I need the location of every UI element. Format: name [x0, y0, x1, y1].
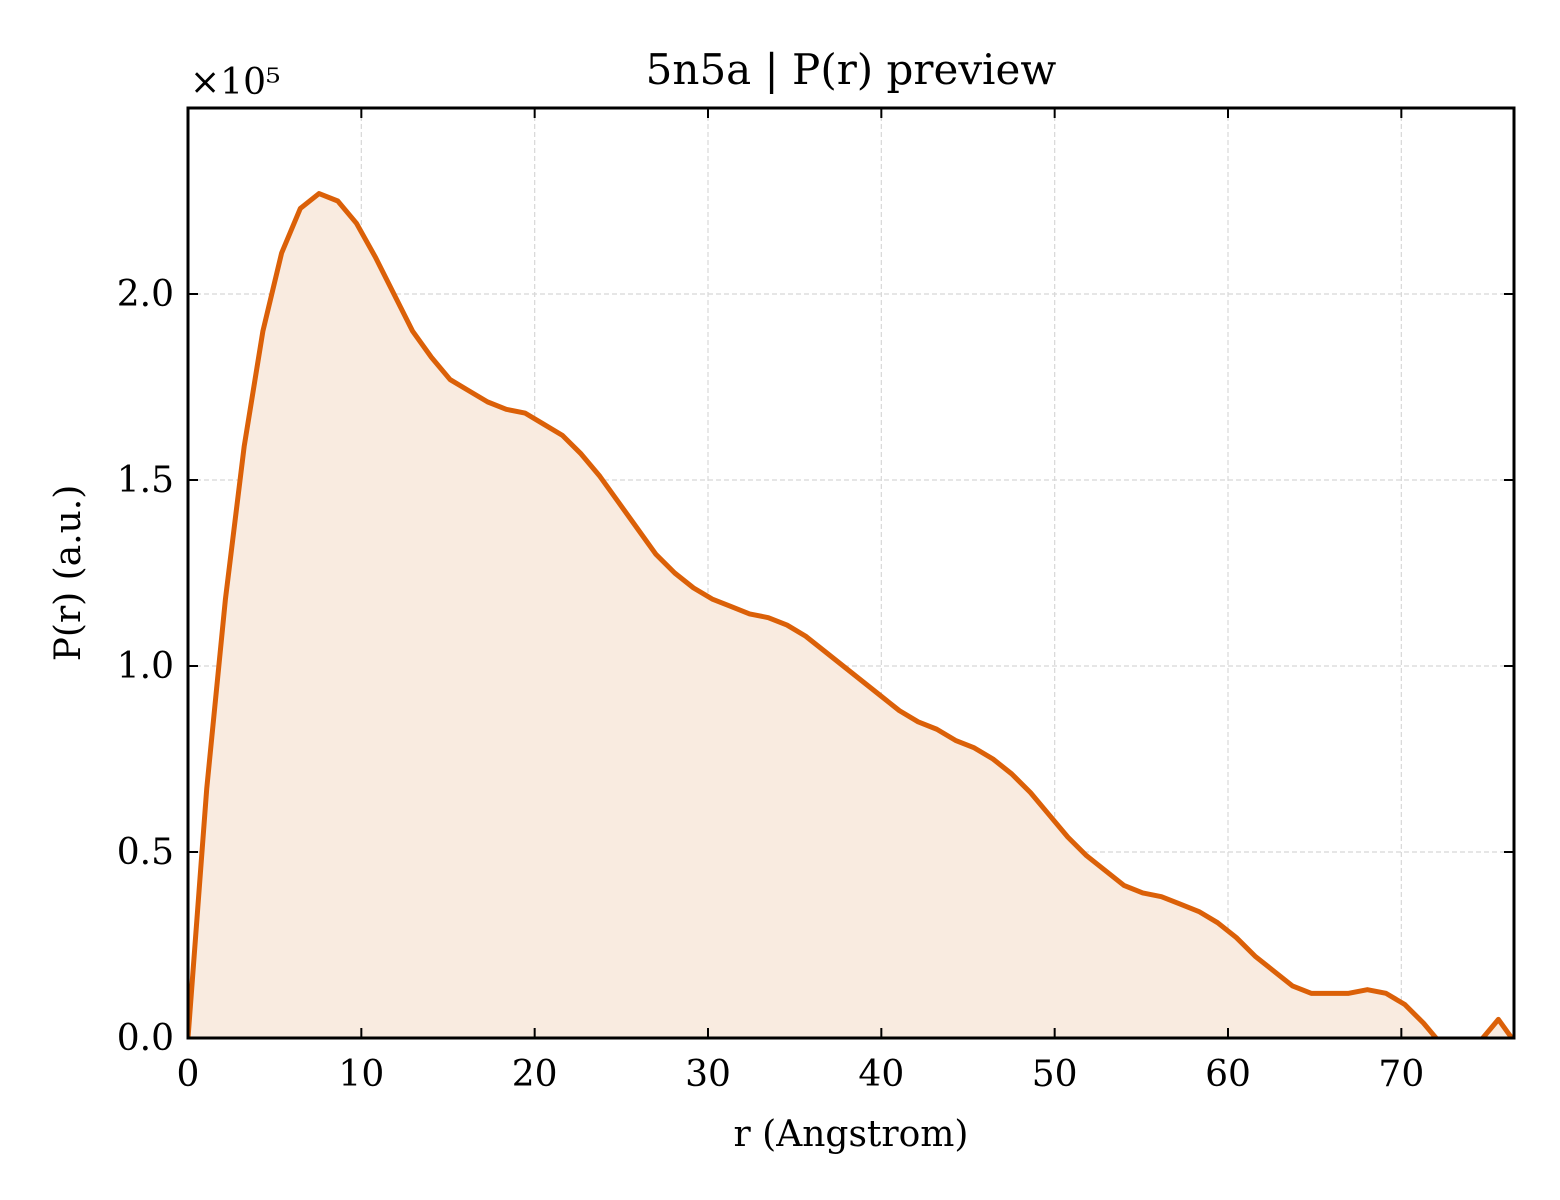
- y-tick-label: 0.0: [117, 1018, 174, 1059]
- y-tick-label: 1.5: [117, 460, 174, 501]
- y-axis-label: P(r) (a.u.): [48, 485, 89, 662]
- x-tick-label: 20: [512, 1054, 558, 1095]
- chart-title: 5n5a | P(r) preview: [646, 45, 1057, 94]
- axes-frame: [186, 106, 1516, 1040]
- x-axis-label: r (Angstrom): [734, 1114, 969, 1155]
- y-tick-label: 0.5: [117, 832, 174, 873]
- x-tick-label: 60: [1205, 1054, 1251, 1095]
- x-tick-label: 10: [338, 1054, 384, 1095]
- y-tick-label: 2.0: [117, 274, 174, 315]
- y-offset-label: ×10⁵: [190, 62, 280, 103]
- x-tick-label: 0: [177, 1054, 200, 1095]
- y-tick-label: 1.0: [117, 646, 174, 687]
- x-tick-label: 30: [685, 1054, 731, 1095]
- area: [188, 193, 1514, 1038]
- x-tick-label: 40: [858, 1054, 904, 1095]
- plot-area: [188, 191, 1514, 1038]
- line: [188, 191, 1514, 1038]
- x-tick-label: 50: [1032, 1054, 1078, 1095]
- ticks: 0 10 20 30 40 50 60 70 0.0 0.5 1.0 1.5 2.0: [117, 108, 1514, 1095]
- x-tick-label: 70: [1378, 1054, 1424, 1095]
